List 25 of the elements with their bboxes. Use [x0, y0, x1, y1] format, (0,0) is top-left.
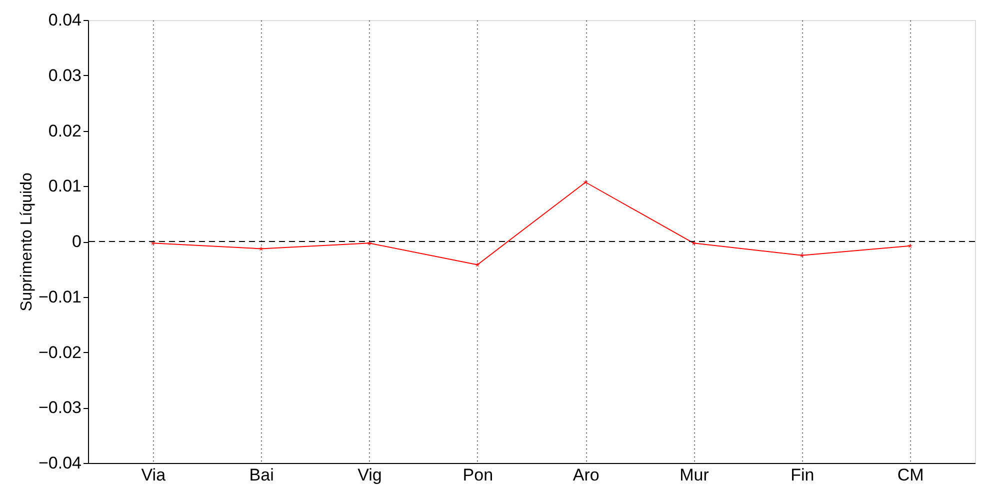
point [258, 246, 264, 251]
y-tick-label: −0.01 [38, 287, 82, 306]
x-tick-label: Pon [462, 466, 494, 484]
point [582, 180, 588, 184]
y-tick-label: −0.03 [38, 398, 82, 418]
y-tick-label: 0.04 [48, 10, 82, 30]
y-tick-label: 0.01 [48, 176, 82, 196]
x-tick-label: Vig [358, 466, 382, 484]
x-tick-label: CM [897, 466, 924, 484]
x-tick-label: Via [141, 466, 166, 484]
point [366, 240, 372, 246]
point [799, 252, 805, 258]
y-tick-label: −0.04 [38, 454, 82, 472]
point [691, 240, 696, 246]
y-tick-label: 0 [72, 232, 82, 251]
point [474, 262, 480, 267]
x-tick-label: Bai [249, 466, 274, 484]
x-tick-label: Aro [572, 466, 600, 484]
y-tick-label: −0.02 [38, 342, 82, 362]
point [907, 243, 913, 248]
x-tick-label: Mur [680, 466, 710, 484]
y-tick-label: 0.02 [48, 121, 82, 140]
x-tick-label: Fin [790, 466, 814, 484]
y-axis-title: Suprimento Líquido [18, 172, 36, 312]
y-tick-label: 0.03 [48, 66, 82, 85]
